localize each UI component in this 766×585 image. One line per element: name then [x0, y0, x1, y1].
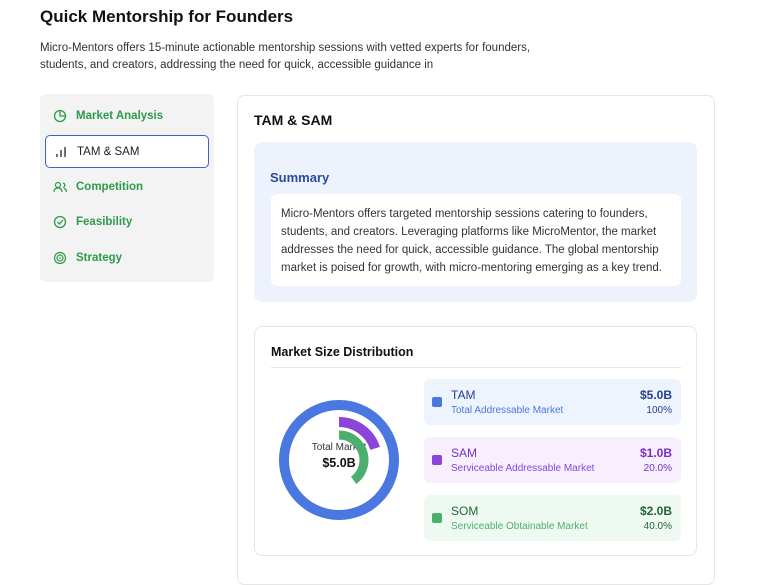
center-label: Total Market: [312, 442, 367, 453]
segment-description: Total Addressable Market: [451, 405, 564, 416]
donut-chart: Total Market $5.0B: [279, 400, 399, 520]
segment-share: 20.0%: [643, 463, 672, 474]
sidebar-label: TAM & SAM: [77, 145, 140, 158]
summary-title: Summary: [270, 170, 330, 185]
segment-value: $2.0B: [639, 504, 672, 518]
segment-name: TAM: [451, 388, 476, 402]
segment-name: SAM: [451, 446, 478, 460]
segment-name: SOM: [451, 504, 479, 518]
segment-description: Serviceable Addressable Market: [451, 463, 595, 474]
sidebar-item[interactable]: Feasibility: [45, 205, 209, 238]
legend-swatch: [432, 455, 442, 465]
segment-value: $5.0B: [639, 388, 672, 402]
section-heading: TAM & SAM: [254, 112, 333, 128]
sidebar-item[interactable]: Strategy: [45, 241, 209, 274]
sidebar-label: Market Analysis: [76, 109, 164, 122]
sidebar-icon: [53, 251, 67, 264]
segment-value: $1.0B: [639, 446, 672, 460]
sidebar-label: Strategy: [76, 251, 123, 264]
sidebar-label: Competition: [76, 180, 144, 193]
center-value: $5.0B: [322, 456, 355, 470]
page-title: Quick Mentorship for Founders: [40, 7, 294, 26]
summary-text: Micro-Mentors offers targeted mentorship…: [271, 194, 681, 286]
legend-row: TAM Total Addressable Market $5.0B 100%: [424, 379, 681, 425]
legend-swatch: [432, 397, 442, 407]
sidebar-item[interactable]: TAM & SAM: [45, 135, 209, 168]
sidebar-icon: [53, 215, 67, 228]
market-card: [254, 326, 697, 556]
legend-swatch: [432, 513, 442, 523]
ring-arc: [296, 417, 382, 503]
sidebar-item[interactable]: Competition: [45, 170, 209, 203]
ring-arc: [279, 400, 399, 520]
divider: [271, 367, 681, 368]
legend-row: SAM Serviceable Addressable Market $1.0B 20…: [424, 437, 681, 483]
segment-description: Serviceable Obtainable Market: [451, 521, 588, 532]
sidebar-icon: [56, 146, 66, 157]
sidebar: Market Analysis TAM & SAM Competition Feasi…: [40, 94, 214, 282]
ring-arc: [309, 430, 369, 490]
segment-share: 100%: [646, 405, 672, 416]
segment-share: 40.0%: [643, 521, 672, 532]
sidebar-icon: [53, 109, 67, 122]
page: Quick Mentorship for Founders Micro-Ment…: [40, 7, 715, 585]
sidebar-icon: [53, 181, 67, 192]
page-description: Micro-Mentors offers 15-minute actionabl…: [40, 42, 531, 71]
market-title: Market Size Distribution: [271, 345, 414, 359]
legend-row: SOM Serviceable Obtainable Market $2.0B 40.…: [424, 495, 681, 541]
sidebar-label: Feasibility: [76, 215, 133, 228]
sidebar-item[interactable]: Market Analysis: [45, 99, 209, 132]
